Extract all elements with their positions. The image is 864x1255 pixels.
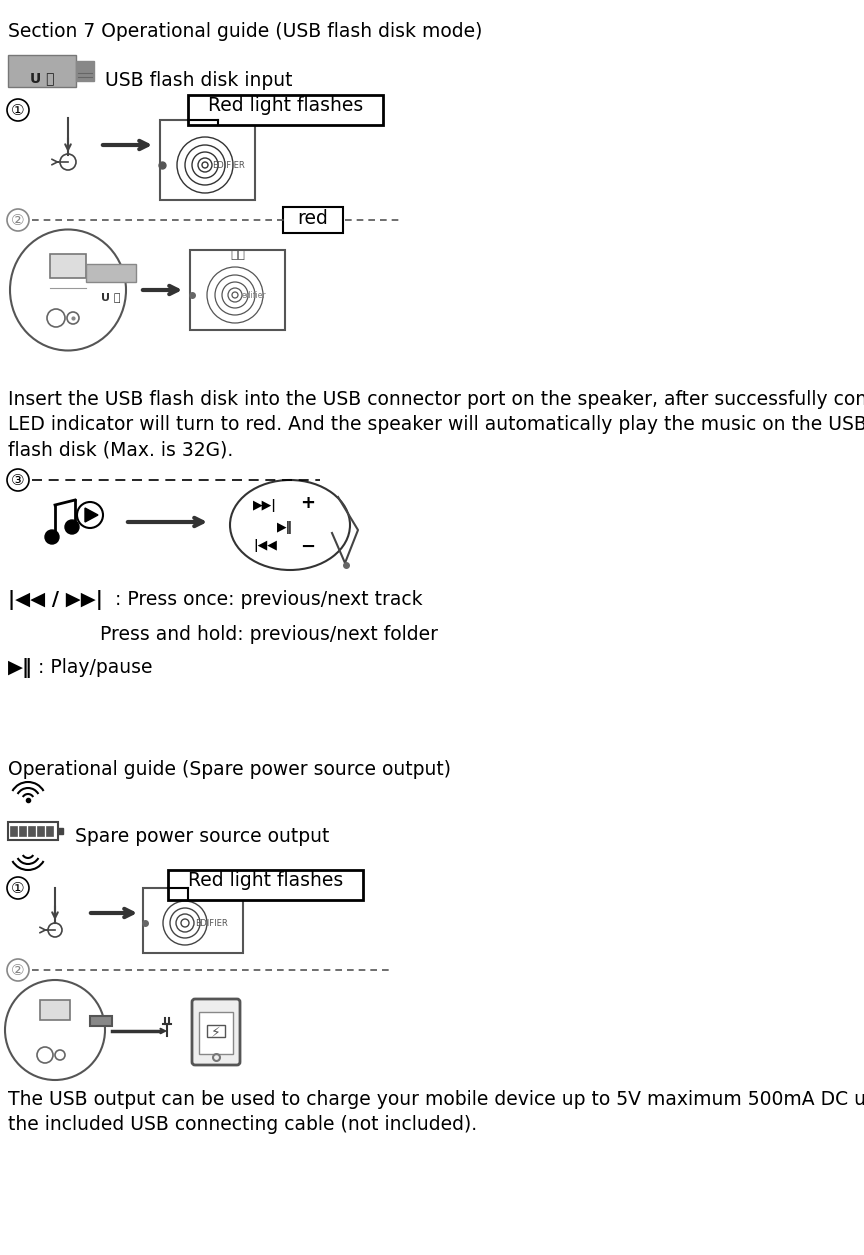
Text: red: red [297, 210, 328, 228]
Bar [46, 826, 53, 836]
Bar [190, 250, 285, 330]
Text: ①: ① [11, 881, 25, 896]
Text: ②: ② [11, 963, 25, 978]
Text: USB flash disk input: USB flash disk input [105, 72, 293, 90]
Text: EDIFIER: EDIFIER [195, 919, 228, 927]
Bar [207, 1025, 225, 1037]
Text: Red light flashes: Red light flashes [187, 871, 343, 890]
Text: |◀◀: |◀◀ [253, 538, 277, 551]
Bar [8, 822, 58, 840]
Bar [199, 1012, 233, 1054]
Text: −: − [301, 538, 315, 556]
Text: LED indicator will turn to red. And the speaker will automatically play the musi: LED indicator will turn to red. And the … [8, 415, 864, 434]
Text: ▶‖: ▶‖ [277, 521, 293, 533]
Bar [50, 254, 86, 279]
Text: U 盘: U 盘 [29, 72, 54, 85]
Text: Press and hold: previous/next folder: Press and hold: previous/next folder [100, 625, 438, 644]
Text: Insert the USB flash disk into the USB connector port on the speaker, after succ: Insert the USB flash disk into the USB c… [8, 390, 864, 409]
Bar [8, 55, 76, 87]
Text: 红色: 红色 [230, 248, 245, 261]
Text: Spare power source output: Spare power source output [75, 827, 329, 846]
Text: : Play/pause: : Play/pause [38, 658, 153, 676]
FancyArrowPatch shape [161, 1029, 165, 1033]
Bar [86, 264, 136, 282]
Bar [58, 828, 63, 835]
Bar [90, 1017, 112, 1027]
Text: ②: ② [11, 213, 25, 228]
Bar [28, 826, 35, 836]
Text: The USB output can be used to charge your mobile device up to 5V maximum 500mA D: The USB output can be used to charge you… [8, 1091, 864, 1109]
Bar [143, 889, 243, 953]
Text: |◀◀ / ▶▶|: |◀◀ / ▶▶| [8, 590, 103, 610]
Text: ①: ① [11, 103, 25, 118]
Bar [40, 1000, 70, 1020]
Bar [160, 120, 255, 200]
Polygon shape [85, 508, 98, 522]
Text: U 盘: U 盘 [101, 292, 121, 302]
Text: ⚡: ⚡ [211, 1027, 221, 1040]
Bar [188, 95, 383, 126]
Text: flash disk (Max. is 32G).: flash disk (Max. is 32G). [8, 441, 233, 459]
Bar [19, 826, 26, 836]
Text: edifier: edifier [242, 290, 267, 300]
Text: ▶▶|: ▶▶| [253, 498, 277, 512]
Bar [76, 61, 94, 82]
FancyBboxPatch shape [192, 999, 240, 1065]
Bar [37, 826, 44, 836]
Bar [10, 826, 17, 836]
Text: : Press once: previous/next track: : Press once: previous/next track [115, 590, 422, 609]
Text: the included USB connecting cable (not included).: the included USB connecting cable (not i… [8, 1114, 477, 1135]
Text: ▶‖: ▶‖ [8, 658, 33, 678]
Bar [283, 207, 343, 233]
Bar [168, 870, 363, 900]
Text: Section 7 Operational guide (USB flash disk mode): Section 7 Operational guide (USB flash d… [8, 23, 482, 41]
Text: +: + [301, 494, 315, 512]
Text: ③: ③ [11, 473, 25, 488]
Text: Red light flashes: Red light flashes [208, 95, 363, 115]
Circle shape [45, 530, 59, 543]
Circle shape [65, 520, 79, 533]
Text: Operational guide (Spare power source output): Operational guide (Spare power source ou… [8, 761, 451, 779]
Text: EDIFIER: EDIFIER [212, 161, 245, 169]
